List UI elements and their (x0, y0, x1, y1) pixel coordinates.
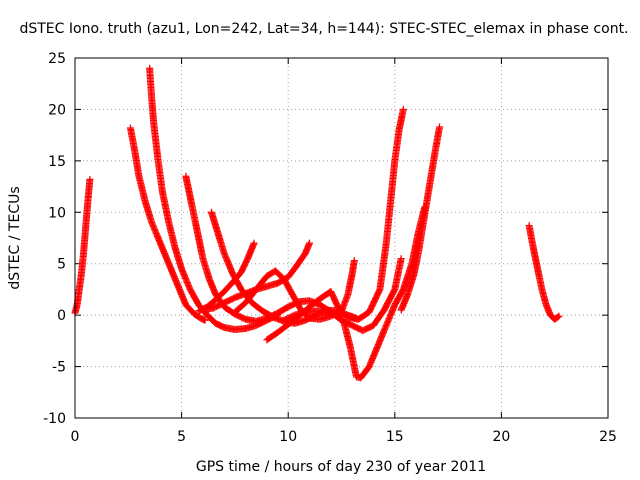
data-points (71, 64, 563, 382)
y-tick-label: -5 (52, 360, 66, 376)
data-series (397, 123, 444, 314)
data-series (195, 239, 258, 315)
data-series (263, 105, 407, 344)
data-point (555, 312, 563, 320)
data-point (306, 239, 314, 247)
data-point (350, 257, 358, 265)
y-tick-label: 20 (48, 102, 66, 118)
y-axis-label: dSTEC / TECUs (7, 186, 23, 289)
x-tick-label: 5 (177, 429, 186, 445)
data-point (554, 313, 562, 321)
data-point (201, 316, 209, 324)
data-series (146, 64, 282, 334)
data-series (126, 124, 209, 324)
data-series (280, 203, 429, 382)
y-tick-label: -10 (43, 411, 66, 427)
y-tick-label: 5 (57, 257, 66, 273)
x-tick-label: 15 (386, 429, 404, 445)
data-point (250, 239, 258, 247)
axis-ticks (74, 57, 609, 419)
y-tick-label: 25 (48, 51, 66, 67)
x-tick-label: 0 (71, 429, 80, 445)
y-tick-label: 10 (48, 205, 66, 221)
tick-labels: 0 5 10 15 20 25 -10 -5 0 5 10 15 20 25 (43, 51, 617, 445)
data-point (397, 255, 405, 263)
x-tick-label: 25 (599, 429, 617, 445)
y-tick-label: 15 (48, 154, 66, 170)
data-point (86, 175, 94, 183)
data-point (436, 123, 444, 131)
x-tick-label: 10 (279, 429, 297, 445)
data-series (525, 222, 563, 323)
data-point (399, 105, 407, 113)
y-tick-label: 0 (57, 308, 66, 324)
x-tick-label: 20 (492, 429, 510, 445)
data-series (71, 175, 94, 317)
x-axis-label: GPS time / hours of day 230 of year 2011 (196, 459, 486, 475)
plot-frame (74, 57, 609, 419)
chart-title: dSTEC Iono. truth (azu1, Lon=242, Lat=34… (19, 21, 628, 37)
